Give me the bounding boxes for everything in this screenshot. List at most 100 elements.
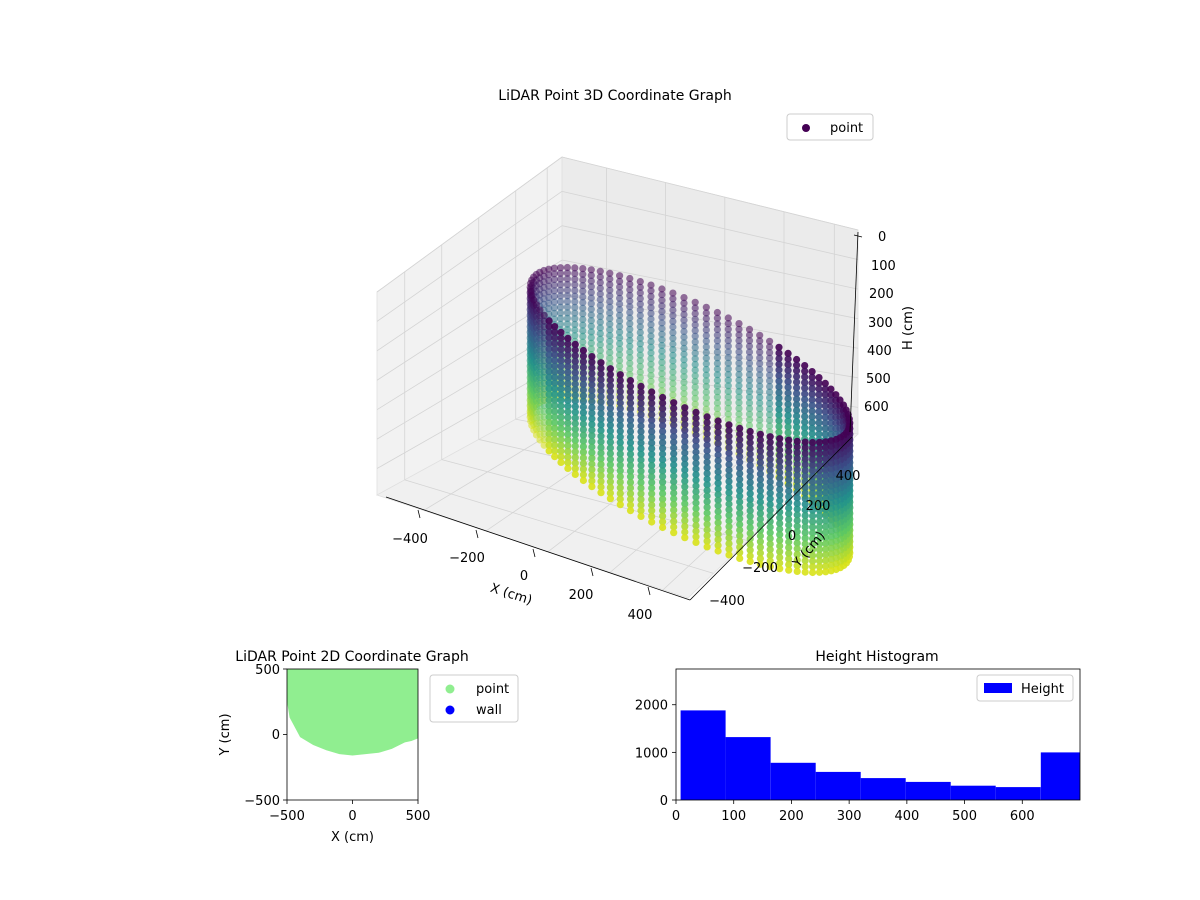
point-3d: [692, 493, 700, 501]
point-3d: [597, 426, 605, 435]
point-3d: [714, 479, 722, 487]
point-3d: [606, 410, 615, 418]
point-3d: [714, 428, 722, 436]
point-3d: [579, 346, 588, 355]
point-3d: [821, 391, 829, 399]
point-3d: [597, 415, 605, 423]
point-3d: [801, 557, 809, 565]
point-3d: [680, 294, 688, 302]
point-3d: [714, 434, 722, 442]
point-3d: [564, 334, 572, 342]
point-3d: [703, 537, 711, 545]
point-3d: [775, 355, 783, 363]
point-3d: [822, 506, 830, 514]
point-3d: [822, 539, 830, 548]
point-3d: [587, 294, 595, 302]
point-3d: [606, 472, 615, 480]
point-3d: [670, 433, 678, 441]
point-3d: [606, 427, 615, 435]
point-3d: [551, 447, 559, 455]
point-3d: [735, 331, 743, 339]
point-3d: [647, 355, 655, 363]
point-3d: [801, 449, 809, 457]
point-3d: [557, 334, 565, 342]
point-3d: [571, 414, 579, 422]
point-3d: [587, 271, 595, 279]
point-3d: [563, 303, 572, 311]
y-tick-label: 400: [836, 469, 861, 484]
point-3d: [616, 382, 624, 390]
point-3d: [680, 373, 688, 381]
point-3d: [564, 447, 572, 455]
point-3d: [785, 544, 793, 552]
point-3d: [564, 368, 572, 376]
point-3d: [658, 330, 666, 338]
point-3d: [658, 319, 666, 327]
point-3d: [557, 345, 565, 353]
point-3d: [616, 501, 624, 509]
point-3d: [776, 485, 784, 494]
point-3d: [815, 484, 824, 492]
point-3d: [801, 362, 809, 370]
point-3d: [801, 517, 809, 525]
legend-3d-frame: [786, 113, 874, 141]
point-3d: [692, 504, 700, 513]
legend-2d-wall-label: wall: [476, 703, 502, 718]
point-3d: [556, 292, 565, 300]
point-3d: [637, 405, 645, 413]
point-3d: [597, 438, 605, 446]
point-3d: [746, 439, 754, 447]
point-3d: [746, 507, 754, 515]
point-3d: [691, 389, 699, 397]
point-3d: [597, 489, 605, 497]
histogram-bar: [725, 737, 771, 800]
point-3d: [766, 540, 774, 548]
point-3d: [648, 450, 656, 458]
point-3d: [545, 328, 553, 336]
point-3d: [606, 438, 615, 446]
point-3d: [564, 363, 572, 371]
point-3d: [647, 309, 655, 317]
point-3d: [809, 478, 817, 486]
point-3d: [746, 524, 754, 532]
point-3d: [551, 419, 559, 427]
point-3d: [735, 370, 743, 379]
point-3d: [571, 286, 579, 295]
point-3d: [713, 314, 722, 322]
point-3d: [714, 524, 722, 533]
point-3d: [822, 500, 830, 508]
point-3d: [793, 522, 801, 530]
point-3d: [714, 490, 722, 499]
point-3d: [736, 475, 744, 483]
point-3d: [735, 416, 743, 424]
point-3d: [766, 546, 774, 554]
point-3d: [745, 393, 754, 401]
point-3d: [596, 273, 604, 281]
point-3d: [658, 296, 666, 304]
point-3d: [588, 403, 596, 412]
point-3d: [736, 549, 744, 557]
point-3d: [801, 424, 809, 432]
point-3d: [670, 438, 678, 446]
point-3d: [776, 519, 784, 528]
point-3d: [680, 395, 688, 403]
point-3d: [670, 495, 678, 503]
point-3d: [597, 477, 605, 485]
points-3d: [526, 263, 854, 577]
point-3d: [637, 399, 645, 407]
x-tick-mark: [590, 567, 594, 577]
point-3d: [648, 490, 656, 498]
point-3d: [756, 337, 764, 345]
point-3d: [564, 459, 572, 467]
point-3d: [658, 375, 666, 383]
point-3d: [756, 532, 765, 540]
point-3d: [815, 385, 823, 393]
point-3d: [626, 320, 634, 328]
point-3d: [692, 437, 700, 445]
point-3d: [756, 388, 764, 396]
point-3d: [692, 476, 700, 484]
point-3d: [815, 529, 824, 537]
point-3d: [785, 521, 793, 529]
point-3d: [801, 500, 809, 508]
point-3d: [637, 501, 645, 509]
